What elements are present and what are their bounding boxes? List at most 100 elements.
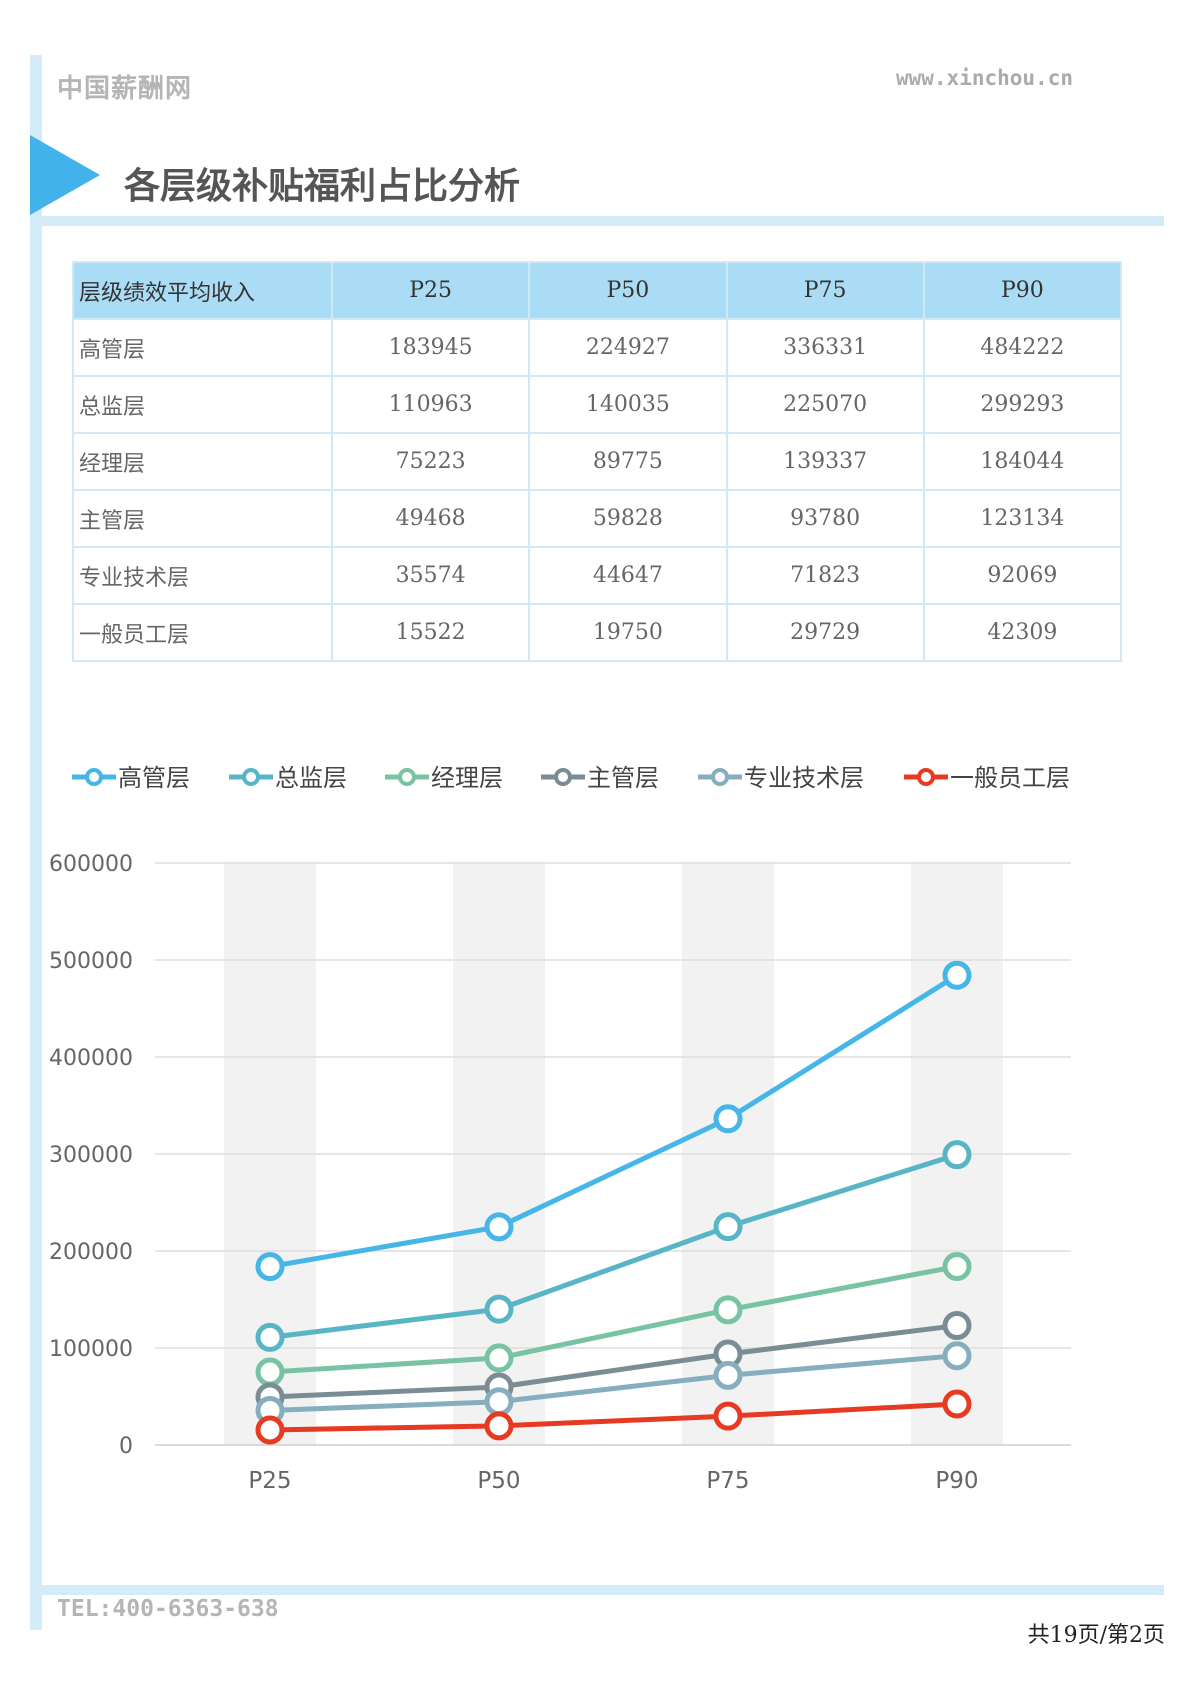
legend-marker-icon bbox=[711, 768, 729, 786]
data-point bbox=[255, 1252, 285, 1282]
x-tick-label: P25 bbox=[248, 1468, 291, 1494]
y-tick-label: 300000 bbox=[49, 1143, 133, 1168]
table-cell: 139337 bbox=[725, 432, 925, 491]
data-point bbox=[484, 1212, 514, 1242]
table-cell: 49468 bbox=[330, 489, 531, 548]
data-point bbox=[713, 1104, 743, 1134]
income-line-chart: 0 100000 200000 300000 400000 500000 600000 P25… bbox=[49, 764, 1071, 1494]
table-header-cell: P50 bbox=[528, 261, 728, 320]
table-header-cell: P75 bbox=[725, 261, 925, 320]
y-tick-label: 600000 bbox=[49, 852, 133, 877]
row-label: 一般员工层 bbox=[72, 603, 333, 662]
legend-label: 总监层 bbox=[275, 764, 347, 792]
table-header-cell: P90 bbox=[922, 261, 1123, 320]
footer-divider bbox=[30, 1585, 1164, 1595]
data-point bbox=[713, 1401, 743, 1431]
table-header-cell: 层级绩效平均收入 bbox=[72, 261, 333, 320]
table-cell: 92069 bbox=[922, 546, 1123, 605]
series-line bbox=[269, 1152, 958, 1340]
table-header-row: 层级绩效平均收入 P25 P50 P75 P90 bbox=[72, 261, 1123, 320]
data-point bbox=[942, 960, 972, 990]
data-point bbox=[255, 1357, 285, 1387]
data-point bbox=[255, 1322, 285, 1352]
legend-label: 主管层 bbox=[587, 764, 659, 792]
legend-label: 一般员工层 bbox=[950, 764, 1070, 792]
table-row: 经理层 75223 89775 139337 184044 bbox=[72, 432, 1123, 491]
row-label: 总监层 bbox=[72, 375, 333, 434]
row-label: 高管层 bbox=[72, 318, 333, 377]
table-row: 高管层 183945 224927 336331 484222 bbox=[72, 318, 1123, 377]
section-title: 各层级补贴福利占比分析 bbox=[124, 166, 521, 207]
site-url: www.xinchou.cn bbox=[895, 66, 1073, 90]
x-tick-label: P50 bbox=[477, 1468, 520, 1494]
table-row: 主管层 49468 59828 93780 123134 bbox=[72, 489, 1123, 548]
table-cell: 184044 bbox=[922, 432, 1123, 491]
table-cell: 484222 bbox=[922, 318, 1123, 377]
data-point bbox=[942, 1311, 972, 1341]
table-header-cell: P25 bbox=[330, 261, 531, 320]
legend-marker-icon bbox=[242, 768, 260, 786]
series-line bbox=[269, 1401, 958, 1433]
table-cell: 224927 bbox=[528, 318, 728, 377]
x-tick-label: P90 bbox=[935, 1468, 978, 1494]
x-tick-label: P75 bbox=[706, 1468, 749, 1494]
data-point bbox=[484, 1387, 514, 1417]
legend-label: 经理层 bbox=[431, 764, 503, 792]
row-label: 经理层 bbox=[72, 432, 333, 491]
page-number: 共19页/第2页 bbox=[1027, 1623, 1165, 1648]
table-cell: 19750 bbox=[528, 603, 728, 662]
table-cell: 89775 bbox=[528, 432, 728, 491]
series-line bbox=[269, 1323, 958, 1400]
table-cell: 75223 bbox=[330, 432, 531, 491]
series-line bbox=[269, 973, 959, 1270]
data-point bbox=[942, 1389, 972, 1419]
table-cell: 299293 bbox=[922, 375, 1123, 434]
table-cell: 35574 bbox=[330, 546, 531, 605]
data-point bbox=[713, 1295, 743, 1325]
legend-marker-icon bbox=[398, 768, 416, 786]
data-point bbox=[942, 1341, 972, 1371]
series-line bbox=[269, 1353, 958, 1413]
y-tick-label: 0 bbox=[119, 1434, 133, 1459]
data-point bbox=[713, 1360, 743, 1390]
table-cell: 183945 bbox=[330, 318, 531, 377]
table-cell: 140035 bbox=[528, 375, 728, 434]
data-point bbox=[942, 1251, 972, 1281]
legend-marker-icon bbox=[917, 768, 935, 786]
table-cell: 15522 bbox=[330, 603, 531, 662]
data-point bbox=[484, 1294, 514, 1324]
y-tick-label: 200000 bbox=[49, 1240, 133, 1265]
data-point bbox=[942, 1140, 972, 1170]
table-row: 总监层 110963 140035 225070 299293 bbox=[72, 375, 1123, 434]
table-cell: 123134 bbox=[922, 489, 1123, 548]
contact-phone: TEL:400-6363-638 bbox=[57, 1596, 279, 1622]
table-cell: 44647 bbox=[528, 546, 728, 605]
table-cell: 71823 bbox=[725, 546, 925, 605]
table-cell: 225070 bbox=[725, 375, 925, 434]
table-cell: 59828 bbox=[528, 489, 728, 548]
y-tick-label: 500000 bbox=[49, 949, 133, 974]
table-cell: 336331 bbox=[725, 318, 925, 377]
title-divider bbox=[30, 216, 1164, 226]
data-point bbox=[255, 1415, 285, 1445]
series-line bbox=[269, 1264, 958, 1375]
row-label: 专业技术层 bbox=[72, 546, 333, 605]
data-point bbox=[484, 1343, 514, 1373]
table-row: 专业技术层 35574 44647 71823 92069 bbox=[72, 546, 1123, 605]
legend-marker-icon bbox=[554, 768, 572, 786]
legend-label: 专业技术层 bbox=[744, 764, 864, 792]
table-cell: 42309 bbox=[922, 603, 1123, 662]
y-tick-label: 400000 bbox=[49, 1046, 133, 1071]
y-tick-label: 100000 bbox=[49, 1337, 133, 1362]
data-point bbox=[484, 1411, 514, 1441]
left-accent-bar bbox=[30, 55, 42, 1630]
table-cell: 29729 bbox=[725, 603, 925, 662]
table-cell: 110963 bbox=[330, 375, 531, 434]
brand-name: 中国薪酬网 bbox=[57, 74, 193, 104]
section-arrow-icon bbox=[30, 135, 100, 215]
income-table: 层级绩效平均收入 P25 P50 P75 P90 高管层 183945 2249… bbox=[72, 261, 1123, 662]
table-row: 一般员工层 15522 19750 29729 42309 bbox=[72, 603, 1123, 662]
legend-marker-icon bbox=[85, 768, 103, 786]
row-label: 主管层 bbox=[72, 489, 333, 548]
table-cell: 93780 bbox=[725, 489, 925, 548]
